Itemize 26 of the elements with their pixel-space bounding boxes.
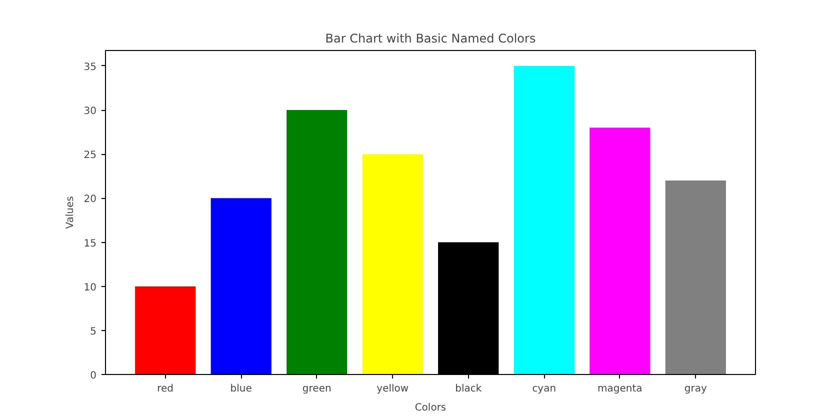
y-tick-label: 15 (84, 238, 97, 250)
x-tick-label: green (302, 384, 332, 394)
y-tick-label: 25 (84, 150, 97, 162)
x-tick-label: gray (684, 384, 707, 394)
bar (135, 286, 196, 374)
chart-title: Bar Chart with Basic Named Colors (325, 32, 536, 46)
x-tick-label: yellow (376, 384, 409, 394)
bar (665, 180, 726, 374)
bar (514, 66, 574, 374)
x-axis-title: Colors (414, 402, 446, 414)
x-tick-label: cyan (532, 384, 556, 394)
x-tick-label: magenta (598, 384, 642, 394)
y-tick-label: 10 (84, 282, 97, 294)
bar (590, 128, 650, 374)
y-tick-label: 5 (90, 326, 97, 338)
y-tick-label: 0 (90, 370, 97, 382)
bar (210, 198, 272, 374)
x-tick-label: black (455, 384, 482, 394)
bar (362, 154, 423, 374)
y-tick-label: 35 (84, 62, 97, 73)
y-tick-label: 20 (84, 194, 97, 206)
bar (286, 110, 348, 374)
x-tick-label: blue (230, 384, 252, 394)
y-tick-label: 30 (84, 106, 97, 118)
y-axis-title: Values (64, 196, 76, 229)
x-tick-label: red (157, 384, 174, 394)
